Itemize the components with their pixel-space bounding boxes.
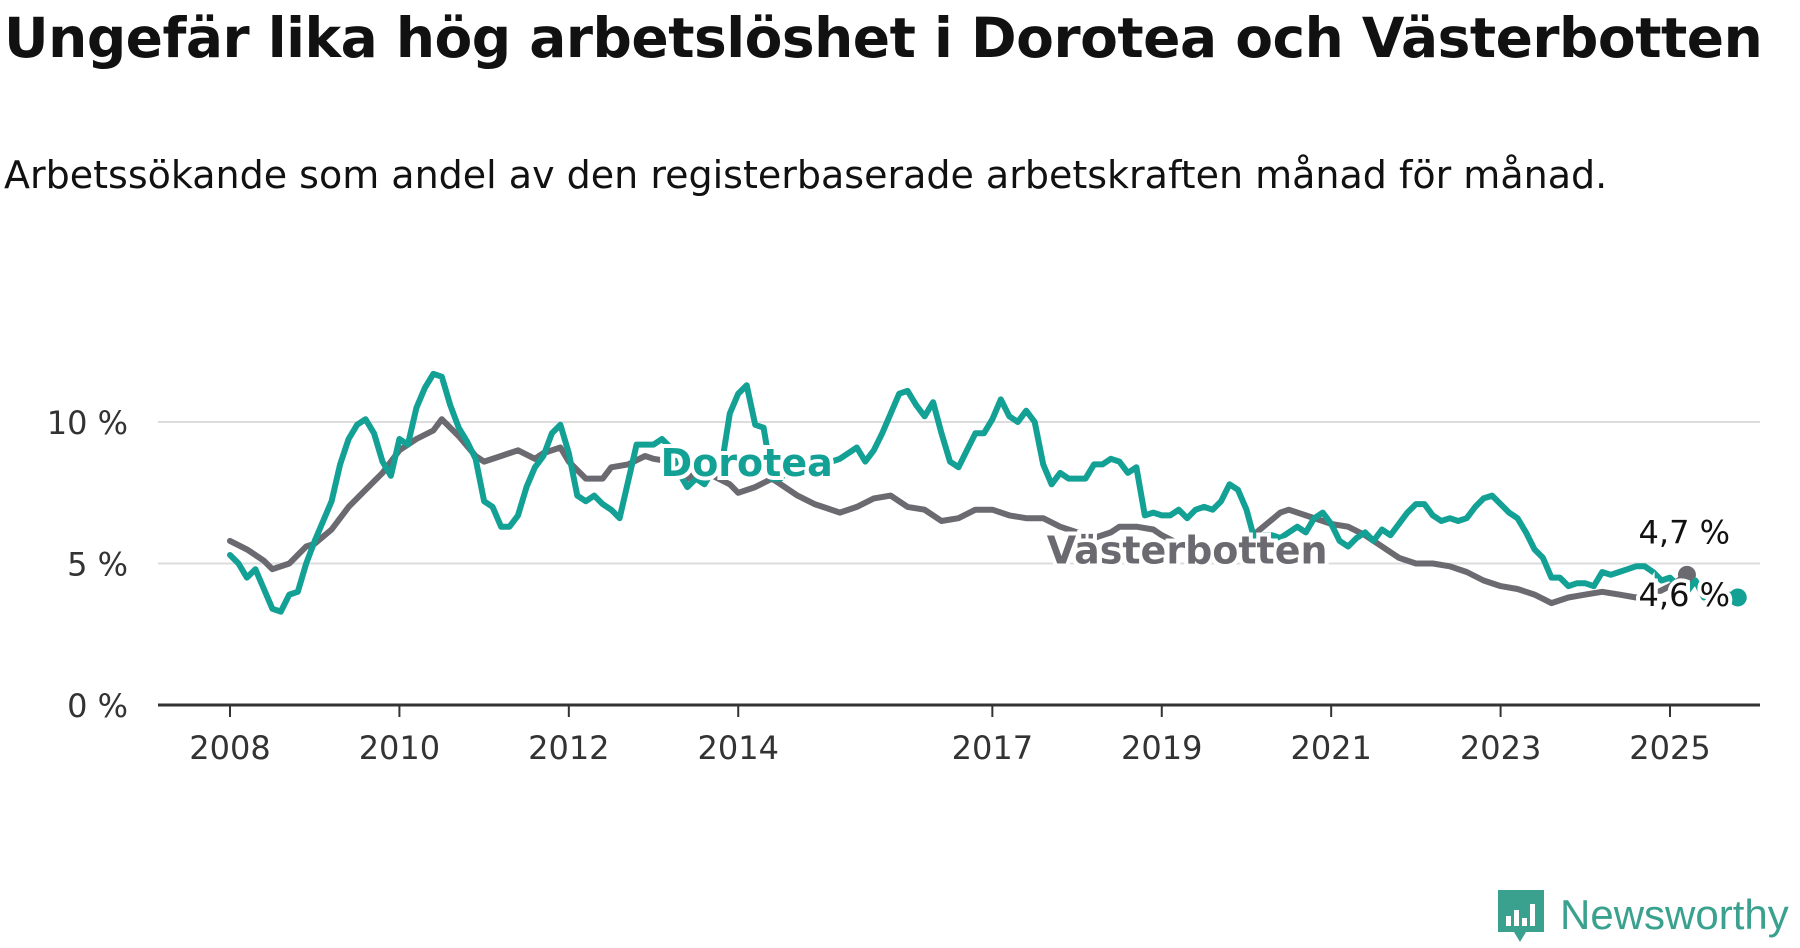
x-tick-label: 2019 — [1121, 729, 1202, 767]
y-tick-label: 10 % — [47, 404, 128, 442]
series-label-dorotea: Dorotea — [661, 441, 833, 485]
x-tick-label: 2008 — [189, 729, 270, 767]
x-tick-label: 2025 — [1629, 729, 1710, 767]
chart-subtitle: Arbetssökande som andel av den registerb… — [4, 153, 1608, 197]
series-end-point — [1677, 565, 1696, 584]
x-tick-label: 2010 — [359, 729, 440, 767]
series-line-dorotea — [227, 370, 1741, 615]
line-chart: 0 %5 %10 % 2008 2010 2012 2014 2017 2019 2021 2… — [47, 370, 1760, 767]
x-tick-label: 2021 — [1290, 729, 1371, 767]
y-axis-ticks: 0 % 5 % 10 % — [47, 404, 128, 725]
x-tick-label: 2023 — [1460, 729, 1541, 767]
series-end-point — [1728, 588, 1747, 607]
end-label-dorotea: 4,7 % — [1639, 514, 1730, 552]
y-tick-label: 5 % — [67, 546, 128, 584]
x-tick-label: 2014 — [698, 729, 779, 767]
end-label-vasterbotten: 4,6 % — [1639, 576, 1730, 614]
series-lines — [227, 370, 1747, 615]
chart-title: Ungefär lika hög arbetslöshet i Dorotea … — [4, 6, 1763, 70]
x-axis-ticks: 2008 2010 2012 2014 2017 2019 2021 2023 2025 — [189, 705, 1711, 767]
series-labels: Dorotea Västerbotten 4,7 % 4,6 % — [657, 437, 1734, 618]
x-tick-label: 2017 — [952, 729, 1033, 767]
series-label-vasterbotten: Västerbotten — [1047, 529, 1328, 573]
gridlines — [158, 421, 1760, 707]
y-tick-label: 0 % — [67, 687, 128, 725]
x-tick-label: 2012 — [528, 729, 609, 767]
newsworthy-logo-icon — [1498, 890, 1544, 942]
brand-name: Newsworthy — [1560, 891, 1789, 938]
